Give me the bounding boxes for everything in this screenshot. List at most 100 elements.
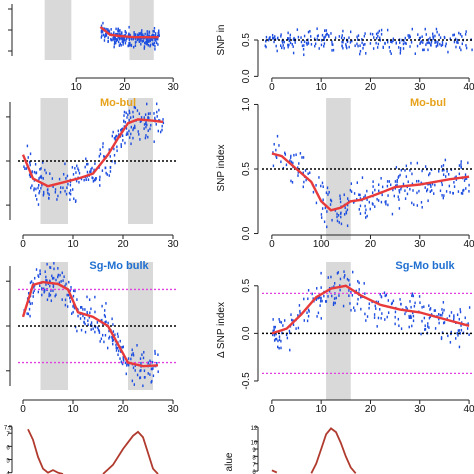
right-top-point <box>407 34 409 37</box>
right-top-point <box>283 40 285 44</box>
left-mid-point <box>159 130 162 134</box>
left-top-point <box>107 40 109 44</box>
right-mid-point <box>398 198 400 201</box>
right-bottom-point <box>320 286 322 289</box>
right-bottom-point <box>443 308 445 312</box>
right-top-point <box>271 33 274 37</box>
right-top-point <box>273 40 275 44</box>
right-mid-point <box>385 200 387 203</box>
left-top-point <box>112 36 114 40</box>
left-bottom-point <box>32 291 34 295</box>
right-top-point <box>377 42 380 46</box>
left-bottom-point <box>51 277 54 280</box>
right-bottom-point <box>317 311 320 315</box>
right-bottom-point <box>385 293 388 297</box>
right-bottom-point <box>278 338 281 342</box>
left-mid-point <box>75 179 78 183</box>
right-mid-point <box>420 201 423 204</box>
left-mid-point <box>42 192 45 196</box>
left-mid-point <box>33 170 36 174</box>
right-mid-point <box>462 189 464 192</box>
right-top-point <box>349 30 352 34</box>
right-top-point <box>348 36 350 40</box>
right-bottom-point <box>332 301 335 305</box>
left-mid-point <box>136 109 139 112</box>
left-top-point <box>118 32 120 35</box>
left-bottom-point <box>84 308 86 311</box>
right-top-point <box>303 40 306 43</box>
left-bottom-point <box>46 279 48 282</box>
left-bottom-point <box>133 383 136 386</box>
right-bottom-point <box>272 318 274 321</box>
right-mid-point <box>331 218 333 222</box>
right-top-point <box>456 38 459 42</box>
right-mid-x-tick-label: 100 <box>313 239 330 250</box>
left-bottom-point <box>112 323 114 326</box>
right-bottom-point <box>412 314 415 318</box>
right-top-point <box>375 32 378 36</box>
right-mid-point <box>346 197 349 200</box>
left-mid-point <box>158 108 160 112</box>
right-top-point <box>291 43 293 46</box>
right-bottom-point <box>399 298 401 301</box>
left-mid-point <box>31 184 33 187</box>
right-top-point <box>365 52 367 55</box>
right-mid-point <box>417 179 420 183</box>
right-bottom-point <box>273 339 276 342</box>
left-mid-point <box>64 162 66 166</box>
left-mid-point <box>121 127 124 131</box>
right-mid-point <box>326 225 328 229</box>
left-bottom-point <box>88 298 91 301</box>
left-bottom-point <box>39 284 41 288</box>
right-bottom-point <box>338 294 340 297</box>
left-mid-point <box>114 161 116 165</box>
left-top-point <box>118 44 121 47</box>
left-bottom-point <box>76 329 78 333</box>
left-top-point <box>143 45 146 48</box>
left-top-point <box>158 29 160 33</box>
right-top-x-tick-label: 40 <box>464 82 474 93</box>
right-mid-y-tick-label: 0.0 <box>241 226 252 240</box>
right-bottom-point <box>427 322 429 325</box>
left-mid-point <box>162 118 164 121</box>
left-mid-point <box>111 134 113 138</box>
right-top-point <box>317 34 319 37</box>
right-mid-point <box>338 221 340 224</box>
right-top-point <box>376 46 379 49</box>
right-bottom-point <box>456 332 458 335</box>
left-mid-point <box>42 193 45 197</box>
right-mid-point <box>421 169 423 173</box>
left-top-point <box>140 31 142 35</box>
left-mid-point <box>75 171 77 174</box>
left-mid-point <box>75 199 77 202</box>
left-bottom-point <box>122 345 124 349</box>
right-mid-point <box>426 188 429 191</box>
left-bottom-x-tick-label: 10 <box>67 404 79 415</box>
left-top-point <box>127 44 129 48</box>
right-top-point <box>390 40 392 43</box>
right-top-point <box>302 47 305 51</box>
left-bottom-point <box>28 307 31 311</box>
left-bottom-point <box>112 342 114 346</box>
right-mid-point <box>386 184 389 188</box>
right-top-x-tick-label: 0 <box>269 82 275 93</box>
right-top-point <box>283 46 285 50</box>
right-top-point <box>265 39 267 43</box>
left-mid-fit-line <box>21 118 164 188</box>
left-bottom-point <box>37 290 40 294</box>
right-mid-point <box>411 172 413 176</box>
right-mid-point <box>398 189 400 192</box>
left-top-point <box>138 34 140 37</box>
right-bottom-point <box>316 287 318 290</box>
right-top-point <box>281 46 283 50</box>
right-top-y-tick-label: 0.5 <box>241 33 252 47</box>
right-bottom-point <box>273 333 276 337</box>
right-mid-point <box>463 179 466 182</box>
left-top-point <box>116 38 118 42</box>
left-mid-point <box>111 160 113 163</box>
left-top-point <box>142 33 144 37</box>
left-top-point <box>154 38 156 41</box>
right-mid-point <box>398 207 401 210</box>
right-bottom-point <box>297 314 299 317</box>
left-mid-point <box>156 102 158 106</box>
